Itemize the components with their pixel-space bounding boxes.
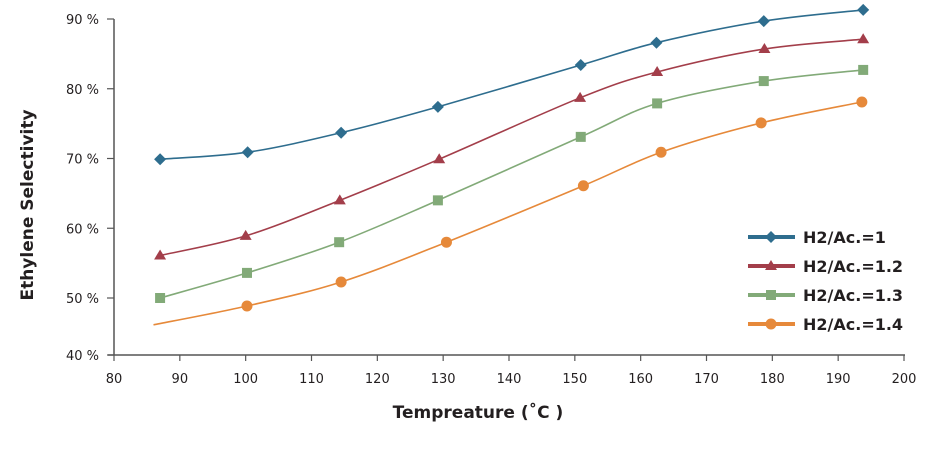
legend-item: H2/Ac.=1.4 xyxy=(748,315,903,334)
data-point-square xyxy=(241,267,252,278)
data-point-square xyxy=(758,76,769,87)
legend-label: H2/Ac.=1.3 xyxy=(803,286,903,305)
x-tick-label: 160 xyxy=(628,372,653,387)
legend-item: H2/Ac.=1.2 xyxy=(748,257,903,276)
data-point-circle xyxy=(335,276,347,288)
data-point-circle xyxy=(241,300,253,312)
legend-item: H2/Ac.=1.3 xyxy=(748,286,903,305)
data-point-triangle xyxy=(333,194,346,205)
data-point-diamond xyxy=(650,36,663,49)
legend-marker-square xyxy=(766,290,776,300)
data-point-triangle xyxy=(758,42,771,53)
legend-label: H2/Ac.=1.4 xyxy=(803,315,903,334)
data-point-diamond xyxy=(241,146,254,159)
data-point-circle xyxy=(655,146,667,158)
data-point-square xyxy=(652,98,663,109)
x-tick-label: 100 xyxy=(233,372,258,387)
data-point-circle xyxy=(577,180,589,192)
data-point-diamond xyxy=(757,15,770,28)
x-axis-title: Tempreature (˚C ) xyxy=(393,401,564,423)
legend-marker-diamond xyxy=(765,231,777,243)
y-axis-title: Ethylene Selectivity xyxy=(18,109,38,300)
x-tick-label: 90 xyxy=(172,372,189,387)
y-tick-label: 40 % xyxy=(66,349,99,364)
y-tick-label: 90 % xyxy=(66,13,99,28)
x-tick-label: 170 xyxy=(694,372,719,387)
legend: H2/Ac.=1 H2/Ac.=1.2 H2/Ac.=1.3 H2/Ac.=1.4 xyxy=(748,228,903,334)
series-line xyxy=(160,9,864,160)
data-point-diamond xyxy=(335,126,348,139)
data-point-square xyxy=(575,131,586,142)
series-2 xyxy=(154,33,870,260)
data-point-triangle xyxy=(857,33,870,44)
data-point-diamond xyxy=(857,3,870,16)
data-point-diamond xyxy=(154,153,167,166)
data-point-diamond xyxy=(574,59,587,72)
y-tick-label: 60 % xyxy=(66,222,99,237)
x-tick-label: 140 xyxy=(497,372,522,387)
x-tick-label: 130 xyxy=(431,372,456,387)
data-point-square xyxy=(432,195,443,206)
data-point-triangle xyxy=(154,249,167,260)
legend-marker-circle xyxy=(765,318,777,330)
axes xyxy=(108,19,905,356)
data-point-triangle xyxy=(433,153,446,164)
data-point-circle xyxy=(440,236,452,248)
x-tick-label: 110 xyxy=(299,372,324,387)
series-line xyxy=(159,69,864,299)
x-tick-label: 200 xyxy=(892,372,917,387)
x-tick-label: 180 xyxy=(760,372,785,387)
legend-marker-triangle xyxy=(765,260,777,270)
data-point-triangle xyxy=(574,91,587,102)
data-point-square xyxy=(155,293,166,303)
data-point-square xyxy=(334,237,345,248)
data-point-circle xyxy=(856,96,868,108)
data-point-square xyxy=(858,64,869,75)
data-point-circle xyxy=(755,117,767,129)
data-point-triangle xyxy=(239,229,252,240)
data-point-diamond xyxy=(431,100,444,113)
legend-item: H2/Ac.=1 xyxy=(748,228,886,247)
legend-label: H2/Ac.=1.2 xyxy=(803,257,903,276)
y-tick-label: 50 % xyxy=(66,292,99,307)
x-tick-label: 120 xyxy=(365,372,390,387)
data-point-triangle xyxy=(651,66,664,77)
series-line xyxy=(153,101,863,326)
x-tick-label: 190 xyxy=(826,372,851,387)
series-line xyxy=(159,38,864,257)
y-tick-label: 70 % xyxy=(66,153,99,168)
series-3 xyxy=(155,64,869,303)
x-tick-label: 150 xyxy=(562,372,587,387)
x-tick-label: 80 xyxy=(106,372,123,387)
y-tick-label: 80 % xyxy=(66,83,99,98)
series-1 xyxy=(154,3,870,166)
legend-label: H2/Ac.=1 xyxy=(803,228,886,247)
series-4 xyxy=(153,96,868,326)
